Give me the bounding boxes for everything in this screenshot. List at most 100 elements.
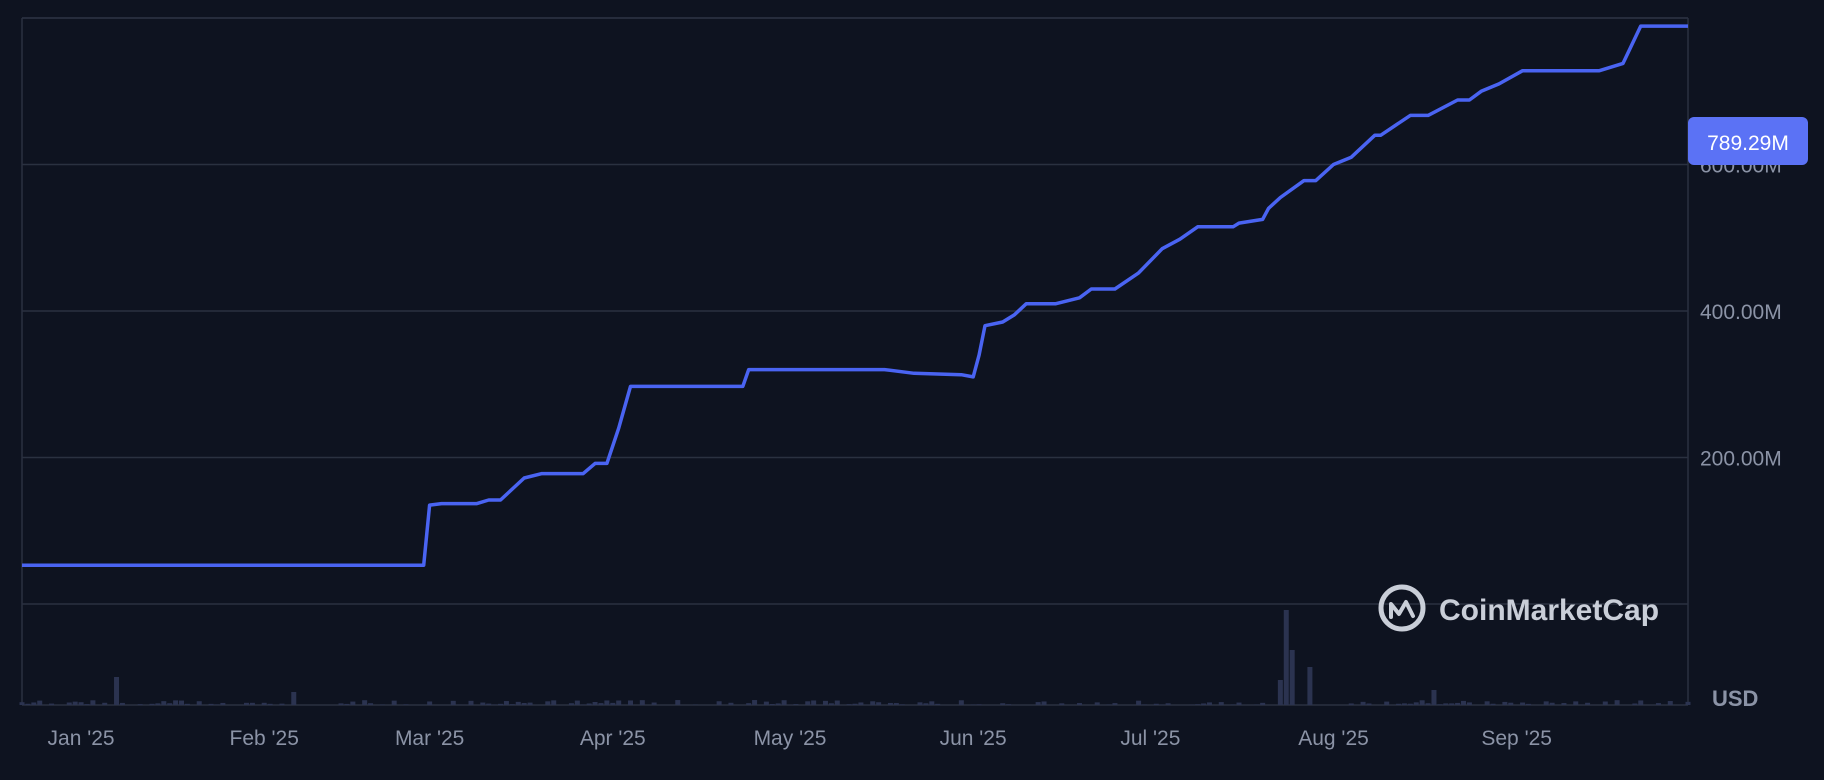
volume-bar — [1543, 701, 1549, 705]
volume-bar — [775, 703, 781, 705]
volume-bar — [1041, 701, 1047, 705]
volume-bar — [1006, 704, 1012, 705]
volume-bar — [917, 702, 923, 705]
volume-bar — [19, 702, 25, 705]
volume-bar — [958, 700, 964, 705]
volume-bar — [1112, 703, 1118, 705]
volume-bar — [1201, 703, 1207, 705]
volume-bar — [1195, 704, 1201, 705]
volume-bar — [498, 703, 504, 705]
volume-bar — [1035, 702, 1041, 705]
volume-bar — [811, 700, 817, 705]
volume-bar — [1407, 703, 1413, 705]
x-tick-label: Jun '25 — [940, 727, 1007, 750]
volume-bar — [1525, 703, 1531, 705]
volume-bar — [551, 700, 557, 705]
volume-bar — [781, 700, 787, 705]
volume-bar — [568, 703, 574, 705]
volume-bar — [1667, 701, 1673, 705]
volume-bar — [923, 703, 929, 705]
x-tick-label: Jan '25 — [48, 727, 115, 750]
volume-bar — [1218, 702, 1224, 705]
volume-bar — [610, 702, 616, 705]
volume-bar — [137, 704, 143, 705]
x-tick-label: Mar '25 — [395, 727, 464, 750]
volume-bar — [793, 704, 799, 705]
volume-bar — [155, 703, 161, 705]
volume-bar — [368, 703, 374, 705]
volume-bar — [586, 703, 592, 705]
volume-bar — [344, 703, 350, 705]
volume-bar — [1419, 700, 1425, 705]
volume-bar — [1549, 702, 1555, 705]
volume-bar — [716, 701, 722, 705]
volume-bar — [1685, 701, 1691, 705]
volume-bar — [427, 701, 433, 705]
currency-label: USD — [1712, 686, 1758, 711]
volume-bar — [527, 702, 533, 705]
coinmarketcap-watermark: CoinMarketCap — [1378, 584, 1659, 632]
volume-bar — [822, 700, 828, 705]
volume-bar — [592, 701, 598, 705]
volume-bar — [149, 703, 155, 705]
volume-layer — [19, 610, 1691, 705]
volume-bar — [1413, 702, 1419, 705]
line-layer — [22, 24, 1688, 567]
volume-bar — [261, 702, 267, 705]
volume-bar — [220, 702, 226, 705]
volume-bar — [628, 700, 634, 705]
volume-bar — [604, 700, 610, 705]
volume-bar — [49, 703, 55, 705]
volume-bar — [350, 701, 356, 705]
volume-bar — [208, 703, 214, 705]
x-tick-label: Apr '25 — [580, 727, 646, 750]
volume-bar — [1585, 702, 1591, 705]
x-tick-label: Feb '25 — [230, 727, 299, 750]
volume-bar — [1614, 700, 1620, 705]
volume-bar — [1206, 702, 1212, 705]
volume-bar — [651, 702, 657, 705]
volume-bar — [1360, 701, 1366, 705]
x-tick-label: Jul '25 — [1120, 727, 1180, 750]
volume-bar — [480, 702, 486, 705]
volume-bar — [391, 700, 397, 705]
volume-bar — [1153, 703, 1159, 705]
volume-bar — [876, 702, 882, 705]
volume-bar — [66, 702, 72, 705]
volume-bar — [1094, 702, 1100, 705]
volume-bar — [846, 704, 852, 705]
volume-bar — [1366, 703, 1372, 705]
price-tag-label: 789.29M — [1707, 132, 1789, 155]
volume-bar — [852, 703, 858, 705]
volume-bar — [37, 700, 43, 705]
volume-bar — [1136, 700, 1142, 705]
volume-bar — [1431, 690, 1437, 705]
volume-bar — [746, 703, 752, 705]
volume-bar — [805, 701, 811, 705]
volume-bar — [338, 703, 344, 705]
volume-bar — [870, 701, 876, 705]
last-price-tag: 789.29M — [1688, 117, 1808, 165]
volume-bar — [31, 702, 37, 705]
volume-bar — [1443, 703, 1449, 705]
volume-bar — [78, 702, 84, 705]
volume-bar — [468, 700, 474, 705]
volume-bar — [1076, 703, 1082, 705]
volume-bar — [249, 702, 255, 705]
volume-bar — [114, 677, 120, 705]
volume-bar — [752, 700, 758, 705]
volume-bar — [167, 703, 173, 705]
volume-bar — [834, 700, 840, 705]
volume-bar — [1632, 703, 1638, 705]
volume-bar — [362, 700, 368, 705]
volume-bar — [102, 702, 108, 705]
volume-bar — [243, 702, 249, 705]
volume-bar — [503, 701, 509, 705]
volume-bar — [515, 701, 521, 705]
volume-bar — [1289, 650, 1295, 705]
price-tag-box — [1688, 117, 1808, 165]
volume-bar — [196, 701, 202, 705]
volume-bar — [267, 703, 273, 705]
